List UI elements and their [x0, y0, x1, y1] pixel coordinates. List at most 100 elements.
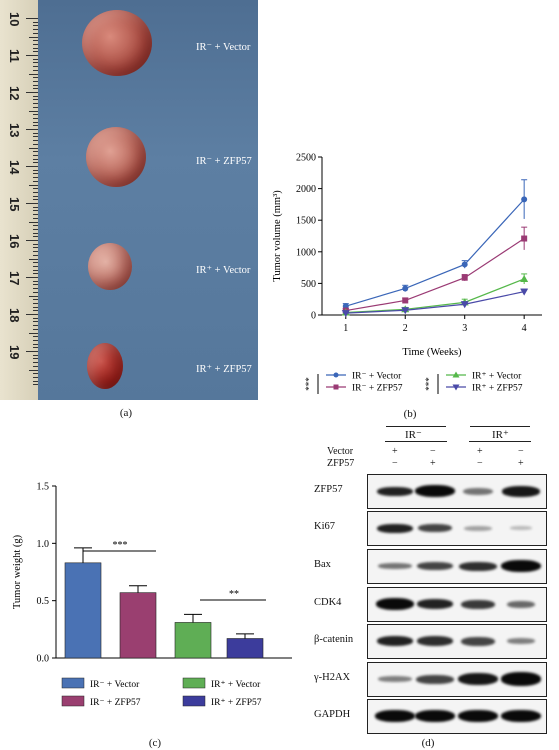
panel-c-label: (c) — [148, 737, 162, 749]
blot-band — [415, 485, 455, 497]
series-line — [345, 198, 525, 307]
data-point — [521, 235, 528, 242]
blot-band — [501, 560, 541, 572]
blot-strip — [367, 511, 547, 546]
legend-label: IR⁻ + ZFP57 — [352, 384, 403, 394]
data-point — [401, 307, 410, 315]
data-point — [402, 285, 409, 292]
x-axis-label: Time (Weeks) — [402, 347, 462, 358]
blot-band — [464, 525, 492, 531]
ruler-number: 10 — [7, 12, 22, 27]
panel-d-label: (d) — [421, 737, 435, 749]
y-axis-label: Tumor weight (g) — [12, 534, 23, 609]
series-line — [345, 238, 525, 312]
blot-band — [418, 524, 452, 532]
legend-label: IR⁺ + Vector — [211, 680, 261, 690]
significance-label: *** — [113, 540, 128, 551]
blot-strip — [367, 587, 547, 622]
y-tick-label: 1500 — [296, 216, 316, 227]
panel-a-label: (a) — [119, 407, 133, 419]
header-ir-minus: IR⁻ — [405, 429, 422, 441]
y-tick-label: 1000 — [296, 247, 316, 258]
x-tick-label: 1 — [343, 323, 348, 334]
blot-strip — [367, 549, 547, 584]
lane-sign: − — [430, 446, 436, 457]
blot-band — [378, 563, 412, 569]
tumor-volume-chart: 0 500 1000 1500 2000 2500 1 2 3 4 Time (Weeks) Tumo… — [272, 153, 542, 394]
protein-label: γ-H2AX — [314, 672, 351, 683]
lane-sign: − — [477, 458, 483, 469]
protein-label: ZFP57 — [314, 484, 343, 495]
blot-band — [461, 599, 495, 609]
lane-sign: − — [392, 458, 398, 469]
bar — [119, 592, 157, 659]
data-point — [402, 297, 409, 304]
protein-label: GAPDH — [314, 709, 351, 720]
blot-band — [375, 710, 415, 722]
legend-swatch — [61, 677, 85, 689]
legend: IR⁻ + Vector IR⁻ + ZFP57 IR⁺ + Vector IR⁺ +… — [304, 371, 523, 394]
blot-band — [417, 562, 453, 570]
lane-sign: + — [392, 446, 398, 457]
legend-label: IR⁻ + ZFP57 — [90, 698, 141, 708]
data-point — [452, 371, 460, 378]
ruler-number: 16 — [7, 234, 22, 249]
blot-band — [501, 710, 541, 722]
ruler-number: 18 — [7, 308, 22, 323]
tumor-ir-plus-vector — [88, 243, 132, 290]
y-tick-label: 2500 — [296, 153, 316, 164]
blot-band — [502, 485, 540, 497]
ruler-number: 19 — [7, 345, 22, 360]
legend-label: IR⁺ + Vector — [472, 372, 522, 382]
blot-band — [510, 526, 532, 530]
legend-label: IR⁺ + ZFP57 — [472, 384, 523, 394]
blot-band — [377, 636, 413, 646]
blot-band — [415, 710, 455, 722]
blot-band — [378, 676, 412, 682]
protein-label: Ki67 — [314, 521, 335, 532]
ruler-number: 12 — [7, 86, 22, 101]
y-tick-label: 0.5 — [37, 596, 50, 607]
legend: IR⁻ + Vector IR⁻ + ZFP57 IR⁺ + Vector IR⁺ +… — [61, 677, 262, 708]
bar — [174, 622, 212, 659]
ruler-number: 15 — [7, 197, 22, 212]
blot-band — [376, 598, 414, 610]
bar — [64, 562, 102, 659]
x-tick-label: 4 — [522, 323, 527, 334]
lane-sign: + — [518, 458, 524, 469]
x-tick-label: 3 — [462, 323, 467, 334]
blot-band — [417, 636, 453, 646]
tumor-photo: IR⁻ + Vector IR⁻ + ZFP57 IR⁺ + Vector IR… — [0, 0, 258, 400]
ruler-number: 14 — [7, 160, 22, 175]
blot-band — [458, 710, 498, 722]
ruler-number: 17 — [7, 271, 22, 286]
data-point — [333, 372, 339, 378]
ruler-number: 11 — [7, 49, 22, 63]
data-point — [341, 310, 350, 318]
blot-strip — [367, 624, 547, 659]
series-3 — [341, 288, 529, 318]
y-tick-label: 0 — [311, 311, 316, 322]
series-line — [345, 291, 525, 314]
significance-label: ** — [229, 589, 239, 600]
bar — [226, 638, 264, 659]
blot-strip — [367, 699, 547, 734]
legend-label: IR⁻ + Vector — [352, 372, 402, 382]
tumor-ir-plus-zfp57 — [87, 343, 123, 389]
ruler-number: 13 — [7, 123, 22, 138]
x-tick-label: 2 — [403, 323, 408, 334]
header-ir-plus: IR⁺ — [492, 429, 509, 441]
lane-sign: + — [430, 458, 436, 469]
series-1 — [342, 226, 528, 314]
data-point — [461, 274, 468, 281]
row-label-zfp57: ZFP57 — [327, 458, 355, 469]
y-axis-label: Tumor volume (mm³) — [272, 190, 283, 282]
blot-band — [461, 636, 495, 646]
data-point — [452, 384, 460, 391]
blot-band — [377, 523, 413, 533]
data-point — [520, 288, 529, 296]
protein-label: β-catenin — [314, 634, 354, 645]
series-0 — [342, 179, 528, 310]
blot-band — [458, 673, 498, 685]
